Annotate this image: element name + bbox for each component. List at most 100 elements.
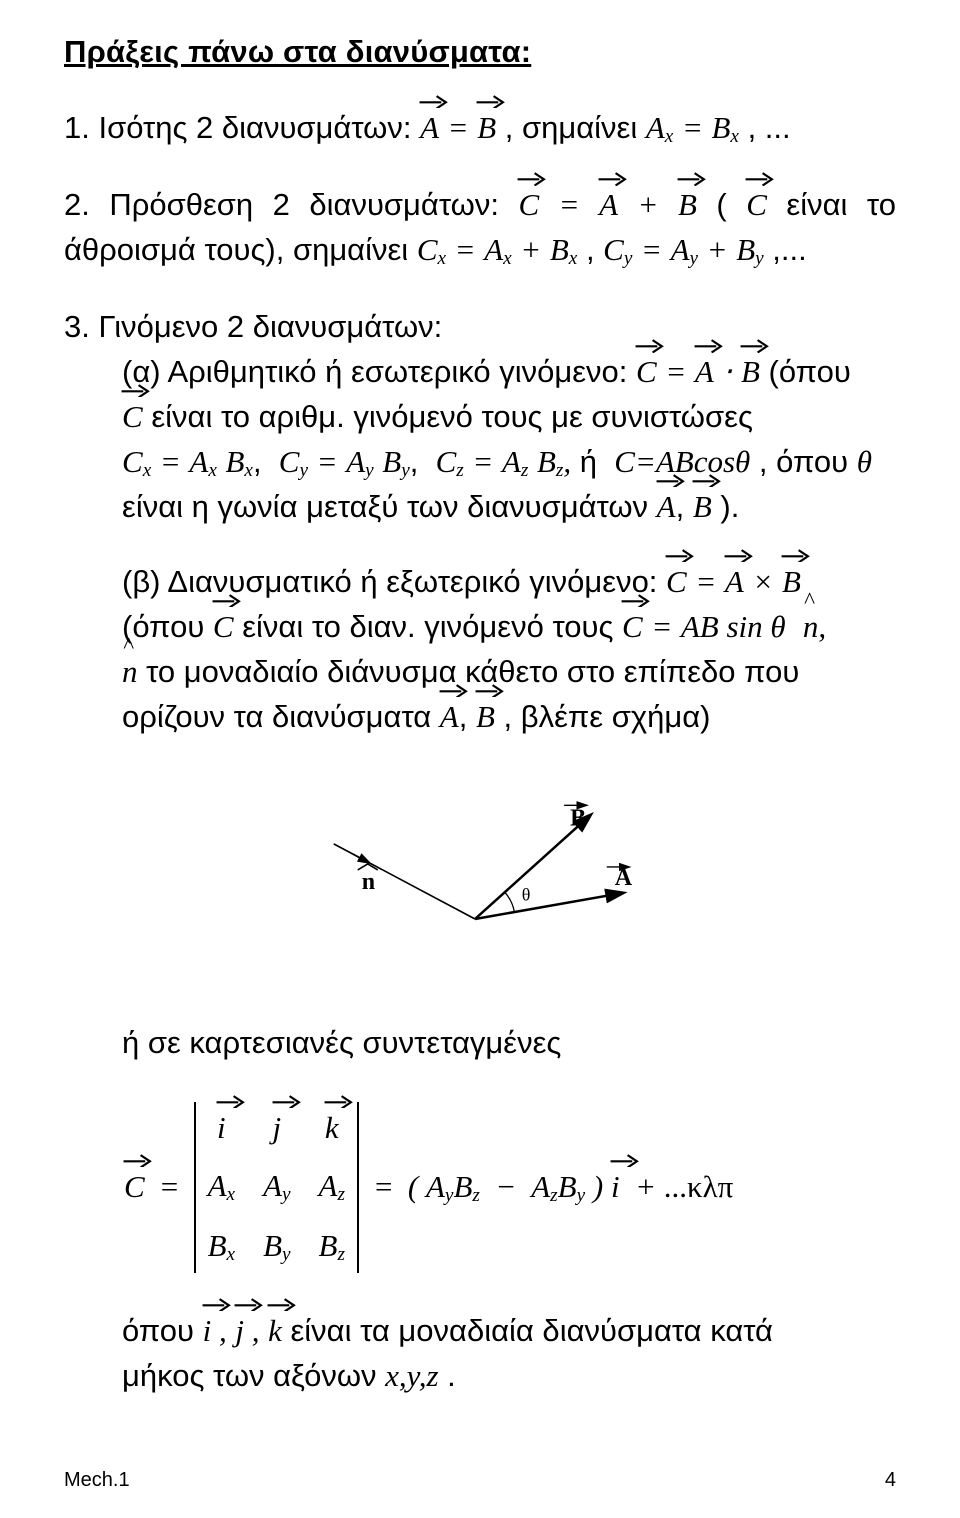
page-title: Πράξεις πάνω στα διανύσματα:: [64, 34, 896, 70]
vec-arrow-icon: [122, 1152, 153, 1168]
vec-arrow-icon: [620, 592, 651, 608]
cross-product-figure: ABnθ: [64, 774, 896, 987]
vec-arrow-icon: [744, 170, 775, 186]
Ay: Ay: [671, 232, 698, 267]
footer-right: 4: [885, 1469, 896, 1492]
Bx: Bx: [711, 110, 738, 145]
vec-B: B: [476, 695, 495, 740]
vec-C: C: [666, 560, 687, 605]
footer-left: Mech.1: [64, 1469, 130, 1492]
vec-B: B: [741, 350, 760, 395]
vec-arrow-icon: [597, 170, 628, 186]
det-k: k: [319, 1106, 345, 1151]
vec-arrow-icon: [201, 1296, 232, 1312]
vec-B: B: [782, 560, 801, 605]
beta-prefix: (β) Διανυσματικό ή εξωτερικό γινόμενο:: [122, 564, 666, 599]
dot: .: [447, 1358, 456, 1393]
comma: ,: [459, 699, 468, 734]
vec-arrow-icon: [271, 1093, 302, 1109]
vec-B-letter: B: [477, 110, 496, 145]
vec-arrow-icon: [780, 547, 811, 563]
determinant-expression: C = i j k Ax Ay Az Bx By Bz = ( AyBz − A…: [124, 1102, 896, 1273]
item-3-alpha: (α) Αριθμητικό ή εσωτερικό γινόμενο: C =…: [64, 350, 896, 530]
Ax: Ax: [484, 232, 511, 267]
comma: ,: [818, 609, 826, 644]
plus: +: [520, 232, 541, 267]
vec-C: C: [622, 605, 643, 650]
svg-text:θ: θ: [522, 884, 531, 904]
vec-arrow-icon: [676, 170, 707, 186]
vec-arrow-icon: [120, 382, 151, 398]
vec-C: C: [518, 183, 539, 228]
vec-arrow-icon: [233, 1296, 264, 1312]
determinant-bars: i j k Ax Ay Az Bx By Bz: [194, 1102, 359, 1273]
footline-3: μήκος των αξόνων: [122, 1358, 385, 1393]
eq: =: [665, 354, 686, 389]
det-By: By: [263, 1224, 290, 1269]
vec-A: A: [440, 695, 459, 740]
det-Bx: Bx: [208, 1224, 235, 1269]
Bx: Bx: [225, 444, 252, 479]
vec-i: i: [611, 1165, 620, 1210]
vec-C: C: [122, 395, 143, 440]
alpha-prefix: (α) Αριθμητικό ή εσωτερικό γινόμενο:: [122, 354, 636, 389]
vec-arrow-icon: [691, 472, 722, 488]
xyz: x,y,z: [385, 1358, 438, 1393]
beta-2b: είναι το διαν. γινόμενό τους: [242, 609, 622, 644]
vec-arrow-icon: [266, 1296, 297, 1312]
vec-A: A: [420, 106, 439, 151]
svg-text:n: n: [362, 869, 375, 895]
Cy: Cy: [603, 232, 632, 267]
beta-2a: (όπου: [122, 609, 213, 644]
footline-1: όπου: [122, 1313, 203, 1348]
Ax: Ax: [189, 444, 216, 479]
vec-arrow-icon: [418, 93, 449, 109]
det-j: j: [263, 1106, 290, 1151]
vec-arrow-icon: [211, 592, 242, 608]
By: By: [736, 232, 763, 267]
item-2-tail: ,...: [772, 232, 806, 267]
eq-sign: =: [448, 110, 469, 145]
Az: Az: [502, 444, 528, 479]
vec-arrow-icon: [516, 170, 547, 186]
vec-k: k: [268, 1309, 282, 1354]
vec-A-letter: A: [420, 110, 439, 145]
item-1-tail: , ...: [748, 110, 791, 145]
comma: ,: [676, 489, 685, 524]
vec-arrow-icon: [739, 337, 770, 353]
alpha-opou: , όπου: [759, 444, 857, 479]
Cy: Cy: [279, 444, 308, 479]
ABsin: AB sin θ: [681, 609, 786, 644]
n-hat: n^: [122, 650, 138, 695]
comma: ,: [586, 232, 603, 267]
cross-product-diagram: ABnθ: [300, 774, 660, 974]
vec-B: B: [678, 183, 697, 228]
item-1-text: 1. Ισότης 2 διανυσμάτων:: [64, 110, 420, 145]
Bz: Bz,: [537, 444, 571, 479]
vec-arrow-icon: [475, 93, 506, 109]
Cx: Cx: [122, 444, 151, 479]
beta-4b: , βλέπε σχήμα): [504, 699, 711, 734]
svg-text:A: A: [615, 865, 633, 891]
eq: =: [373, 1165, 394, 1210]
Ax: Ax: [646, 110, 673, 145]
footline-2: είναι τα μοναδιαία διανύσματα κατά: [290, 1313, 773, 1348]
vec-A: A: [725, 560, 744, 605]
comma: ,: [211, 1313, 227, 1348]
det-rhs: ( AyBz − AzBy ) i + ...κλπ: [408, 1165, 733, 1210]
item-3: 3. Γινόμενο 2 διανυσμάτων: (α) Αριθμητικ…: [64, 305, 896, 1398]
vec-arrow-icon: [655, 472, 686, 488]
vec-i: i: [203, 1309, 212, 1354]
vec-j: j: [235, 1309, 244, 1354]
det-Ay: Ay: [263, 1164, 290, 1209]
vec-arrow-icon: [609, 1152, 640, 1168]
Cx: Cx: [417, 232, 446, 267]
eq-sign: =: [682, 110, 703, 145]
theta: θ: [857, 444, 872, 479]
Bx: Bx: [550, 232, 577, 267]
vec-arrow-icon: [693, 337, 724, 353]
vec-arrow-icon: [215, 1093, 246, 1109]
beta-4: ορίζουν τα διανύσματα: [122, 699, 440, 734]
item-2: 2. Πρόσθεση 2 διανυσμάτων: C = A + B ( C…: [64, 183, 896, 273]
By: By: [382, 444, 409, 479]
